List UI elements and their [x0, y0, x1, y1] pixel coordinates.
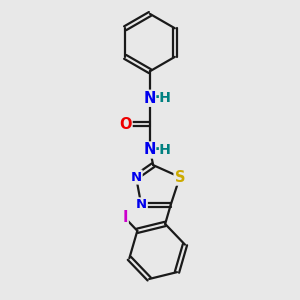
- Text: ·H: ·H: [154, 91, 171, 105]
- Text: N: N: [144, 142, 156, 158]
- Text: N: N: [144, 91, 156, 106]
- Text: I: I: [122, 210, 128, 225]
- Text: O: O: [119, 117, 132, 132]
- Text: N: N: [130, 171, 142, 184]
- Text: S: S: [175, 169, 185, 184]
- Text: ·H: ·H: [154, 143, 171, 157]
- Text: N: N: [136, 198, 147, 212]
